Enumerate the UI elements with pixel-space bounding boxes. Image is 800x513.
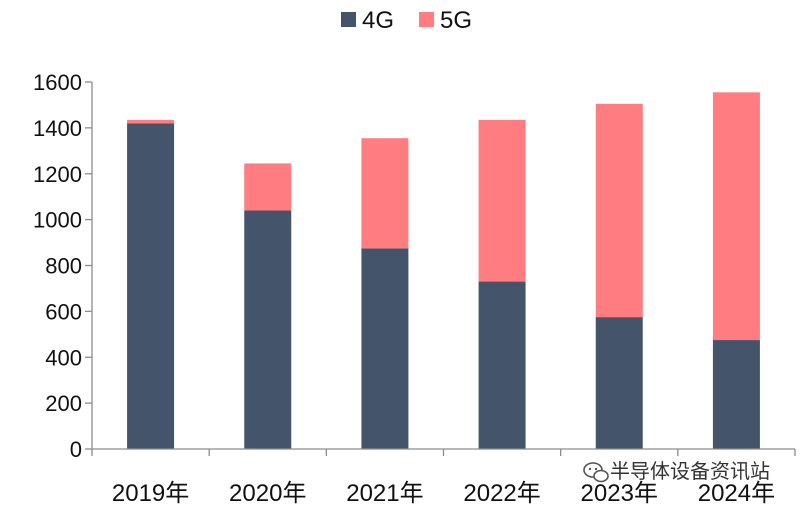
bar-4g-0 [127, 123, 175, 449]
x-tick-label: 2021年 [346, 480, 423, 507]
y-tick-label: 1400 [33, 116, 82, 141]
y-tick-label: 1600 [33, 70, 82, 95]
y-tick-label: 200 [45, 391, 82, 416]
x-tick-label: 2020年 [229, 480, 306, 507]
y-tick-label: 400 [45, 345, 82, 370]
wechat-icon [583, 462, 609, 483]
y-tick-label: 600 [45, 299, 82, 324]
bar-4g-2 [361, 248, 409, 449]
bar-5g-1 [244, 163, 292, 211]
legend-swatch-5g [419, 12, 434, 27]
watermark-text: 半导体设备资讯站 [610, 459, 770, 483]
bar-5g-4 [595, 103, 643, 318]
bar-5g-0 [127, 119, 175, 124]
legend-swatch-4g [341, 12, 356, 27]
x-tick-label: 2022年 [463, 480, 540, 507]
y-tick-label: 1000 [33, 208, 82, 233]
bars [127, 92, 760, 449]
bar-5g-2 [361, 138, 409, 249]
y-axis: 0 200 400 600 800 1000 1200 1400 1600 [33, 70, 93, 462]
bar-5g-3 [478, 119, 526, 282]
bar-4g-5 [712, 340, 760, 449]
y-tick-label: 1200 [33, 162, 82, 187]
bar-4g-1 [244, 210, 292, 449]
legend: 4G 5G [341, 7, 472, 34]
x-tick-label: 2019年 [112, 480, 189, 507]
y-tick-label: 800 [45, 254, 82, 279]
bar-4g-4 [595, 317, 643, 449]
x-axis: 2019年 2020年 2021年 2022年 2023年 2024年 [91, 448, 796, 507]
watermark: 半导体设备资讯站 [583, 459, 770, 483]
bar-4g-3 [478, 281, 526, 449]
x-tick-label: 2023年 [581, 480, 658, 507]
legend-label-5g: 5G [440, 7, 472, 34]
x-tick-label: 2024年 [698, 480, 775, 507]
legend-label-4g: 4G [362, 7, 394, 34]
bar-5g-5 [712, 92, 760, 341]
y-tick-label: 0 [70, 437, 82, 462]
